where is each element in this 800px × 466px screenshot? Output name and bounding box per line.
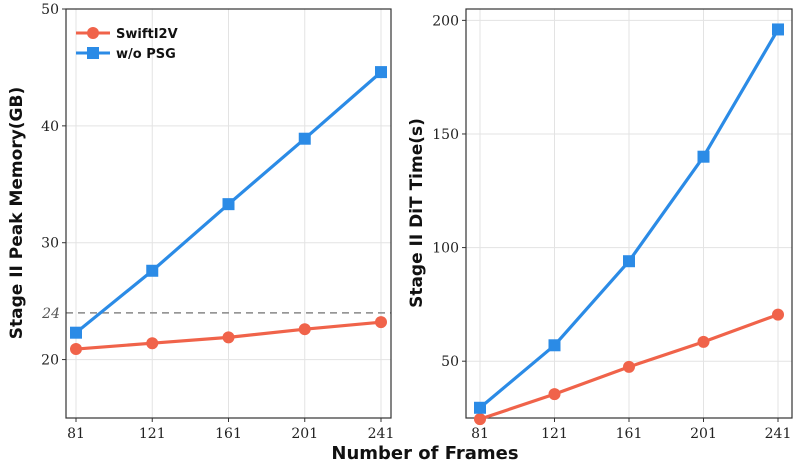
data-point	[548, 388, 561, 401]
y-tick-label: 50	[41, 2, 59, 18]
x-tick-label: 121	[541, 426, 568, 442]
data-point	[697, 335, 710, 348]
x-axis-title: Number of Frames	[331, 443, 518, 464]
y-axis-title: Stage II Peak Memory(GB)	[7, 87, 27, 339]
x-tick-label: 201	[690, 426, 717, 442]
legend-label: SwiftI2V	[116, 27, 178, 42]
x-tick-label: 201	[291, 426, 318, 442]
data-point	[70, 326, 82, 339]
x-tick-label: 241	[368, 426, 395, 442]
x-tick-label: 161	[215, 426, 242, 442]
data-point	[375, 316, 387, 329]
data-point	[623, 360, 635, 373]
data-point	[548, 339, 561, 352]
y-tick-label: 200	[432, 13, 459, 29]
data-point	[298, 323, 311, 336]
data-point	[772, 308, 784, 321]
x-tick-label: 121	[139, 426, 166, 442]
legend-marker	[87, 47, 99, 59]
data-point	[375, 66, 387, 79]
data-point	[70, 343, 82, 356]
data-point	[474, 401, 486, 414]
y-tick-label: 150	[432, 127, 459, 143]
data-point	[298, 132, 311, 145]
memory-chart-panel: 24 20 30 40 50 81 121 161 201 241 Stage II Peak Me…	[7, 2, 394, 442]
time-chart-panel: 50 100 150 200 81 121 161 201 241 Stage II DiT Ti…	[407, 8, 793, 442]
data-point	[222, 198, 235, 211]
data-point	[772, 23, 784, 36]
y-tick-label: 40	[41, 119, 59, 135]
data-point	[146, 337, 159, 350]
data-point	[623, 255, 635, 268]
y-tick-label: 50	[441, 354, 459, 370]
y-tick-label: 100	[432, 241, 459, 257]
legend: SwiftI2V w/o PSG	[76, 27, 178, 62]
y-axis-title: Stage II DiT Time(s)	[407, 118, 427, 308]
data-point	[146, 264, 159, 277]
data-point	[222, 331, 235, 344]
x-tick-label: 81	[471, 426, 489, 442]
legend-marker	[87, 27, 99, 39]
data-point	[697, 150, 710, 163]
y-tick-label: 20	[41, 353, 59, 369]
reference-line-label: 24	[41, 306, 60, 322]
data-point	[474, 413, 486, 426]
x-tick-label: 81	[67, 426, 85, 442]
x-tick-label: 241	[765, 426, 792, 442]
y-tick-label: 30	[41, 236, 59, 252]
legend-label: w/o PSG	[116, 47, 176, 62]
x-tick-label: 161	[616, 426, 643, 442]
